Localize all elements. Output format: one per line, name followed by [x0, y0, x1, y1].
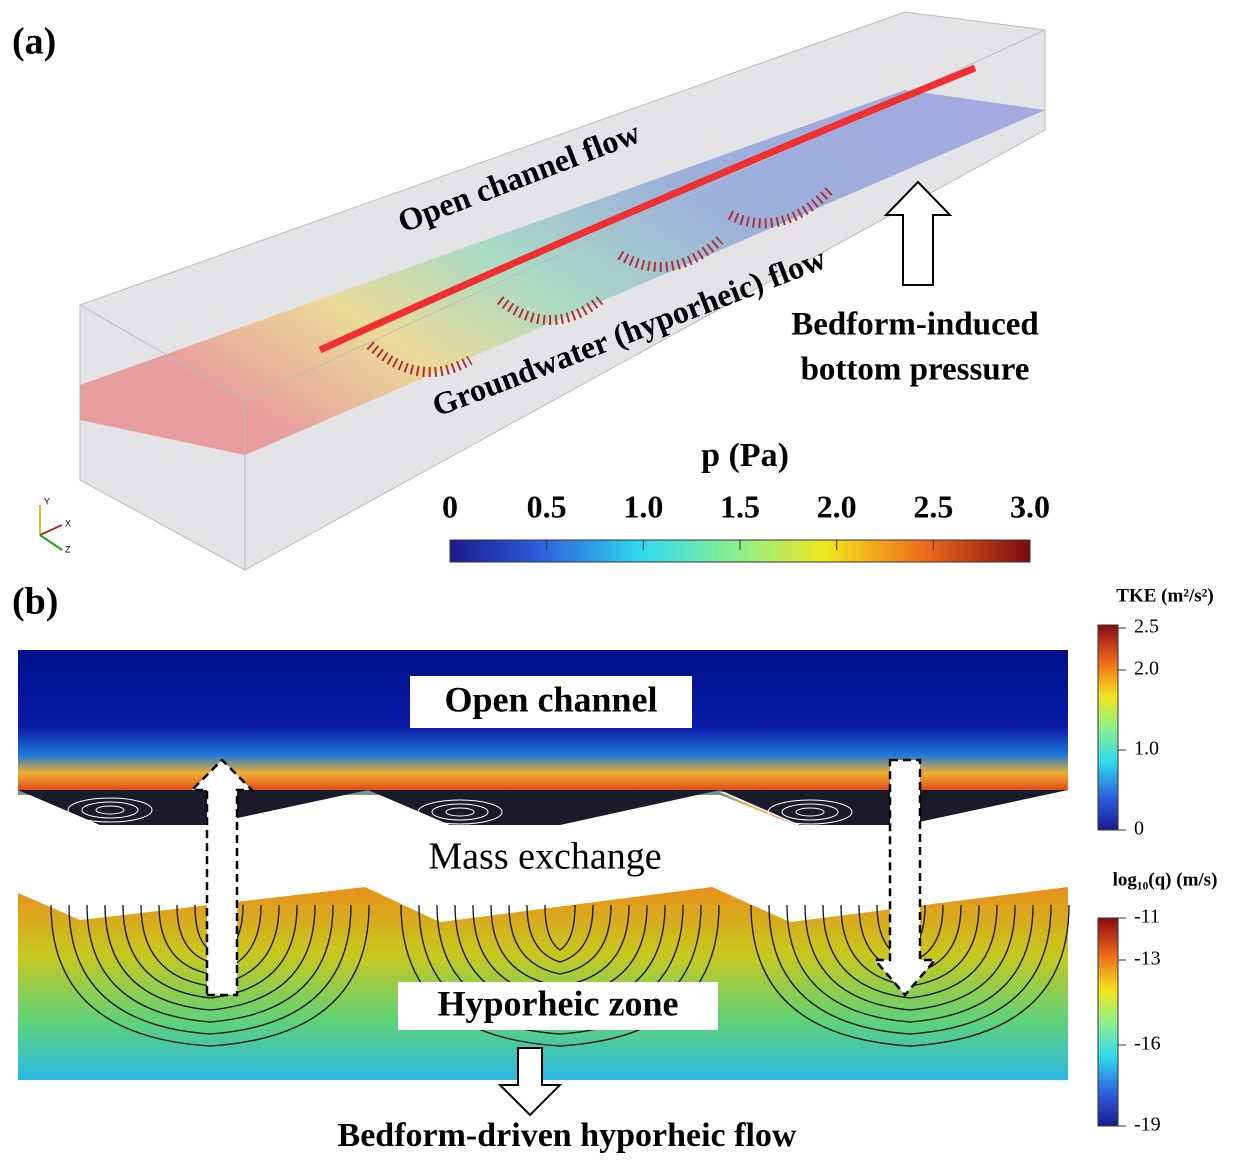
annotation: Bedform-induced: [791, 307, 1039, 343]
vortex-line: [431, 803, 489, 821]
bed-surface: [80, 90, 1045, 455]
box-edge: [79, 304, 246, 401]
colorbar-title: log₁₀(q) (m/s): [1113, 869, 1218, 890]
streamline: [822, 904, 998, 999]
tick-label: 0.5: [527, 488, 567, 524]
streamline: [400, 904, 720, 1047]
streamline: [122, 904, 298, 999]
label-box: [410, 676, 692, 728]
tick-label: 2.5: [1134, 616, 1159, 638]
annotation: Open channel: [444, 679, 657, 719]
axis-z: [39, 534, 63, 551]
colorbar-title: TKE (m²/s²): [1116, 585, 1213, 606]
vortex-line: [81, 801, 139, 819]
streamline: [786, 904, 1034, 1023]
axis-label: X: [65, 518, 71, 528]
annotation: bottom pressure: [801, 352, 1030, 388]
colorbar-title: p (Pa): [701, 437, 789, 474]
axes-triad: Y X Z: [39, 496, 71, 554]
vortex-line: [781, 803, 839, 821]
tick-label: 2.5: [913, 488, 953, 524]
particle-cloud: [366, 186, 834, 377]
panel-label: (b): [12, 581, 58, 623]
streamline: [526, 904, 594, 963]
annotation: Hyporheic zone: [438, 983, 679, 1023]
tick-label: 0: [442, 488, 458, 524]
tick-label: -19: [1134, 1114, 1161, 1136]
tick-label: 2.0: [1134, 658, 1159, 680]
tick-label: 0: [1134, 818, 1144, 840]
streamline: [86, 904, 334, 1023]
arrow: [497, 1047, 563, 1117]
vortex-line: [795, 807, 825, 817]
particle-line: [318, 64, 977, 354]
exchange-arrow: [188, 758, 256, 997]
vortex-line: [767, 799, 853, 825]
streamline: [750, 904, 1070, 1047]
streamline: [508, 904, 612, 975]
tick-label: 1.5: [720, 488, 760, 524]
tick-label: 2.0: [817, 488, 857, 524]
streamlines: [50, 797, 1070, 1047]
tick-label: 1.0: [623, 488, 663, 524]
panel-label: (a): [12, 21, 56, 63]
streamline: [104, 904, 316, 1011]
tick-label: -11: [1134, 906, 1160, 928]
streamline: [544, 904, 576, 951]
label-box: [398, 982, 718, 1030]
tick-label: -13: [1134, 948, 1161, 970]
vortex-line: [445, 807, 475, 817]
axis-label: Z: [65, 544, 71, 554]
streamline: [68, 904, 352, 1035]
streamline: [804, 904, 1016, 1011]
tick-label: 1.0: [1134, 738, 1159, 760]
vortex-line: [67, 797, 153, 823]
streamline: [418, 904, 702, 1035]
tick-label: -16: [1134, 1033, 1161, 1055]
streamline: [768, 904, 1052, 1035]
exchange-arrow: [872, 758, 938, 997]
annotation: Mass exchange: [428, 836, 661, 878]
axis-x: [39, 524, 63, 536]
tick-label: 3.0: [1010, 488, 1050, 524]
streamline: [50, 904, 370, 1047]
colorbar: [1097, 624, 1119, 831]
colorbar: [1097, 917, 1119, 1127]
axis-label: Y: [44, 496, 50, 506]
annotation: Bedform-driven hyporheic flow: [338, 1117, 797, 1154]
vortex-line: [95, 805, 125, 815]
arrow: [883, 180, 953, 286]
vortex-line: [417, 799, 503, 825]
